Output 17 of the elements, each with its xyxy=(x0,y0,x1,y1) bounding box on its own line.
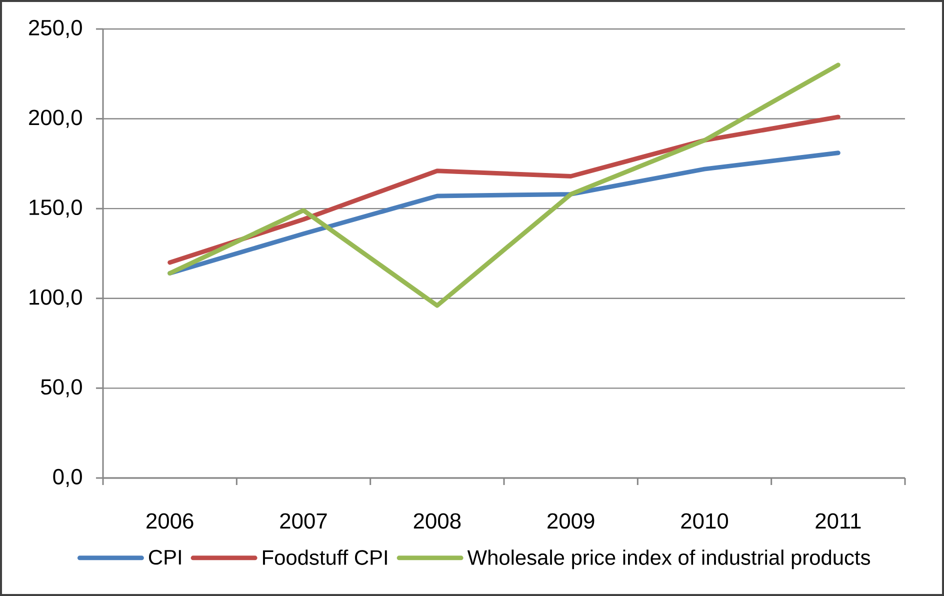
line-series xyxy=(168,114,840,265)
y-tick-label: 200,0 xyxy=(29,110,82,128)
x-tick-label: 2007 xyxy=(280,513,327,529)
x-tick-label: 2008 xyxy=(414,513,461,529)
y-tick-label: 50,0 xyxy=(41,379,82,398)
y-tick-label: 250,0 xyxy=(29,20,82,38)
y-tick-label: 0,0 xyxy=(53,468,82,488)
y-tick-label: 150,0 xyxy=(30,200,82,218)
x-tick-label: 2010 xyxy=(681,513,728,529)
legend-label: Wholesale price index of industrial products xyxy=(467,550,870,570)
x-tick-label: 2011 xyxy=(816,513,861,529)
legend-label: CPI xyxy=(149,550,181,565)
legend-label: Foodstuff CPI xyxy=(263,550,387,565)
x-tick-label: 2009 xyxy=(548,513,594,529)
line-series xyxy=(168,62,840,308)
x-tick-label: 2006 xyxy=(146,513,194,529)
y-tick-label: 100,0 xyxy=(30,289,82,308)
